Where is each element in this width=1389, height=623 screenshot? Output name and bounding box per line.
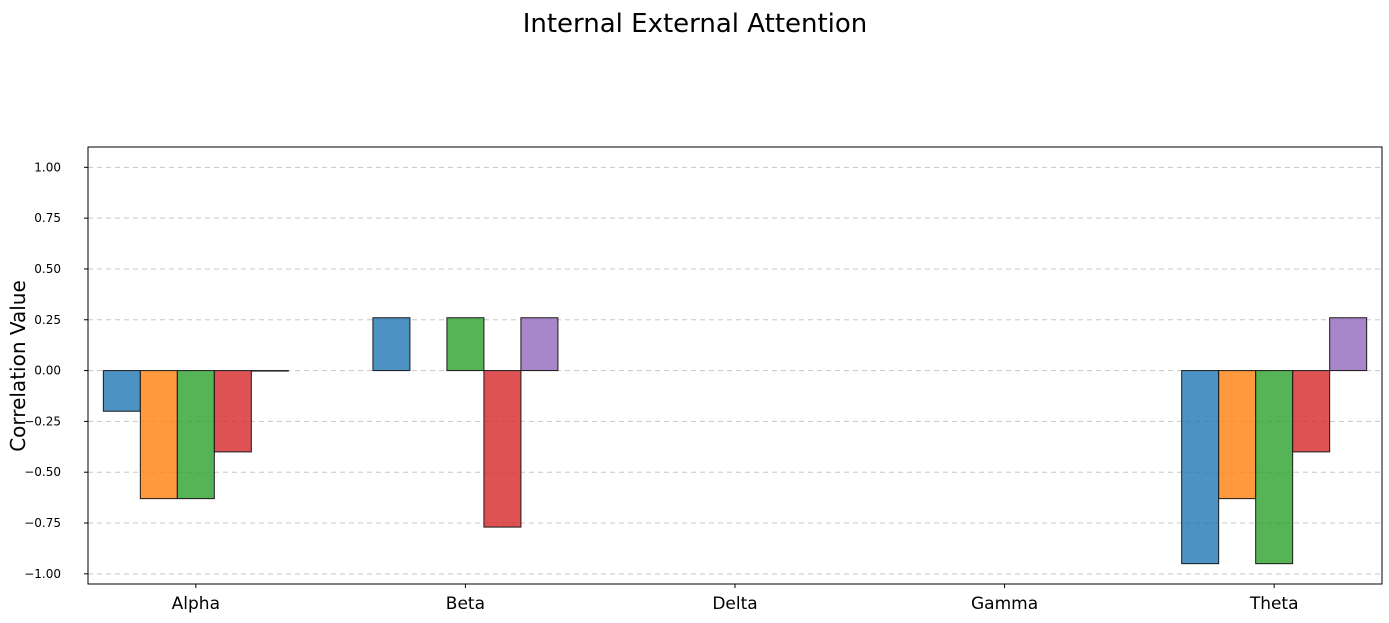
bar — [1292, 370, 1331, 453]
chart-title: Internal External Attention — [523, 9, 868, 39]
bar — [102, 370, 141, 412]
y-tick-label: −1.00 — [24, 567, 61, 581]
x-tick-label: Gamma — [971, 594, 1038, 614]
y-tick-label: 0.75 — [34, 211, 61, 225]
bar — [1181, 370, 1220, 565]
y-axis-ticks: 1.00 0.75 0.50 0.25 0.00 −0.25 −0.50 −0.75 −1.00 — [24, 160, 88, 581]
y-tick-label: −0.75 — [24, 516, 61, 530]
x-tick-label: Delta — [712, 594, 757, 614]
bar — [139, 370, 178, 500]
bar — [446, 317, 485, 372]
bar — [520, 317, 559, 372]
y-axis-label: Correlation Value — [6, 280, 30, 452]
y-tick-label: 0.25 — [34, 313, 61, 327]
bar — [176, 370, 215, 500]
bar — [372, 317, 411, 372]
x-tick-label: Alpha — [172, 594, 220, 614]
y-tick-label: 1.00 — [34, 160, 61, 174]
y-tick-label: 0.50 — [34, 262, 61, 276]
bar — [1218, 370, 1257, 500]
x-axis-ticks: Alpha Beta Delta Gamma Theta — [172, 584, 1299, 614]
x-tick-label: Theta — [1249, 594, 1299, 614]
y-tick-label: −0.50 — [24, 465, 61, 479]
bars — [102, 317, 1368, 565]
y-tick-label: −0.25 — [24, 414, 61, 428]
bar — [1329, 317, 1368, 372]
bar — [483, 370, 522, 528]
y-tick-label: 0.00 — [34, 364, 61, 378]
bar — [213, 370, 252, 453]
bar — [1255, 370, 1294, 565]
bar — [250, 370, 289, 372]
x-tick-label: Beta — [446, 594, 485, 614]
